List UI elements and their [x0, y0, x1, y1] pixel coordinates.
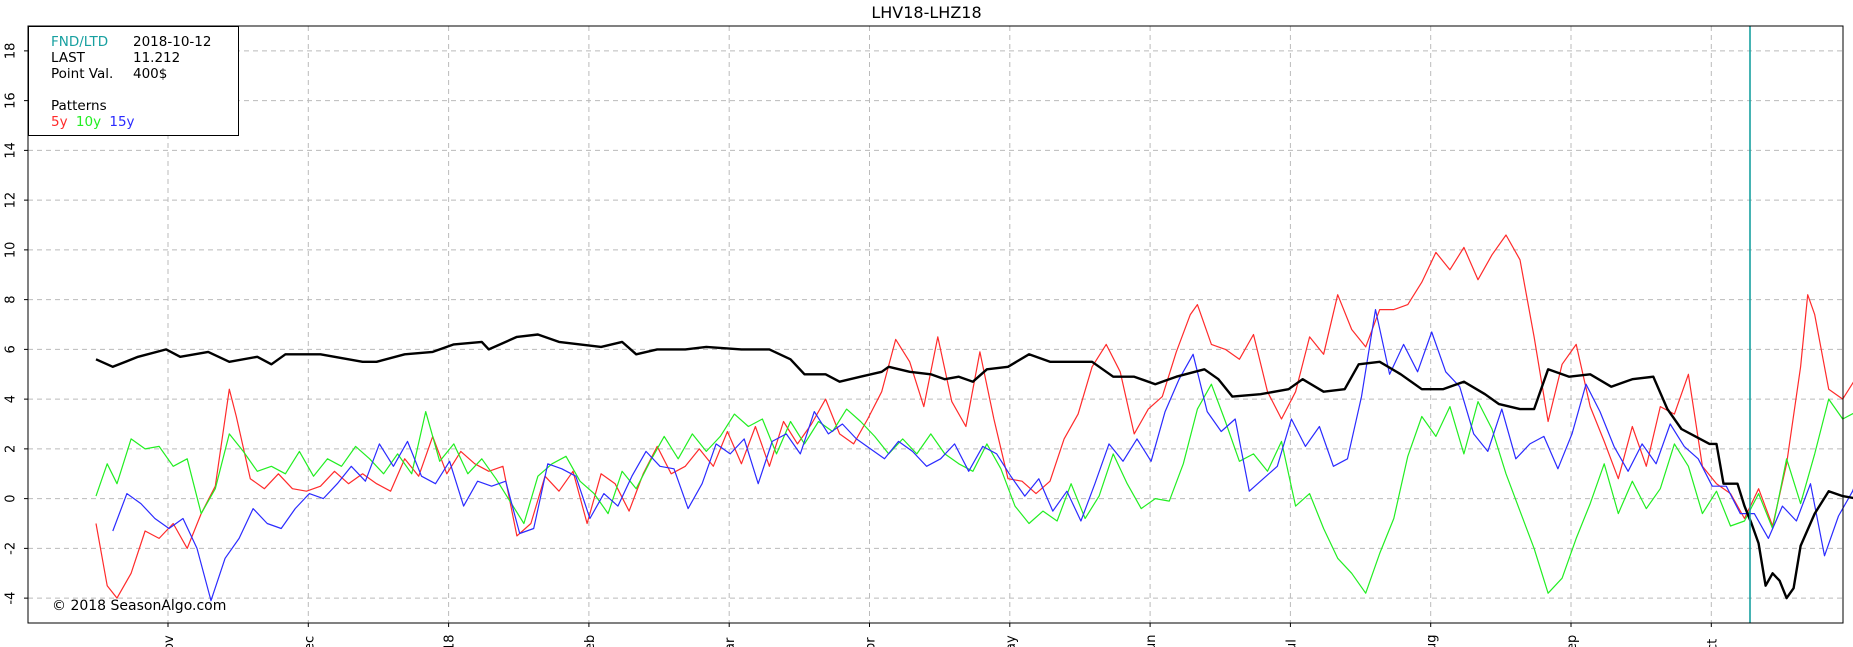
y-tick-label: 8 [4, 295, 19, 303]
x-tick-label: ec [302, 636, 317, 647]
grid [28, 26, 1843, 623]
x-axis: ov ec 18 eb ar pr ay un ul ug ep ct [162, 623, 1720, 647]
series-line-5y [95, 234, 1853, 599]
y-tick-label: 10 [4, 242, 19, 259]
x-tick-label: ul [1284, 639, 1299, 647]
y-tick-label: 6 [4, 345, 19, 353]
x-tick-label: ov [162, 635, 177, 647]
x-tick-label: 18 [443, 634, 458, 647]
series-line-10y [95, 383, 1853, 594]
y-tick-label: -2 [4, 542, 19, 555]
y-tick-label: 16 [4, 92, 19, 109]
y-tick-label: 4 [4, 395, 19, 403]
x-tick-label: ct [1705, 639, 1720, 647]
y-tick-label: 2 [4, 445, 19, 453]
x-tick-label: pr [864, 637, 879, 647]
legend-5y: 5y [51, 114, 68, 130]
x-tick-label: ay [1004, 635, 1019, 647]
fnd-value: 2018-10-12 [133, 34, 212, 50]
info-box: FND/LTD 2018-10-12 LAST 11.212 Point Val… [28, 26, 239, 136]
patterns-label: Patterns [51, 98, 107, 114]
x-tick-label: un [1144, 635, 1159, 647]
y-tick-label: 0 [4, 494, 19, 502]
y-tick-label: 12 [4, 192, 19, 209]
plot-area-frame [27, 25, 1844, 624]
series-group [95, 234, 1853, 602]
y-tick-label: 18 [4, 43, 19, 60]
x-tick-label: ep [1565, 635, 1580, 647]
last-label: LAST [51, 50, 85, 66]
copyright-notice: © 2018 SeasonAlgo.com [52, 598, 227, 614]
pointval-label: Point Val. [51, 66, 114, 82]
legend-15y: 15y [109, 114, 135, 130]
legend-10y: 10y [75, 114, 102, 130]
y-tick-label: 14 [4, 142, 19, 159]
patterns-legend: 5y 10y 15y [51, 114, 139, 130]
y-tick-label: -4 [4, 592, 19, 605]
series-line-15y [112, 309, 1853, 602]
x-tick-label: ar [723, 637, 738, 647]
x-tick-label: ug [1425, 635, 1440, 647]
x-tick-label: eb [583, 635, 598, 647]
fnd-label: FND/LTD [51, 34, 109, 50]
series-line-lhv18-lhz18 [95, 333, 1853, 600]
chart-title: LHV18-LHZ18 [871, 3, 982, 22]
pointval-value: 400$ [133, 66, 168, 82]
last-value: 11.212 [133, 50, 181, 66]
y-axis: -4 -2 0 2 4 6 8 10 12 14 16 18 [4, 43, 28, 605]
